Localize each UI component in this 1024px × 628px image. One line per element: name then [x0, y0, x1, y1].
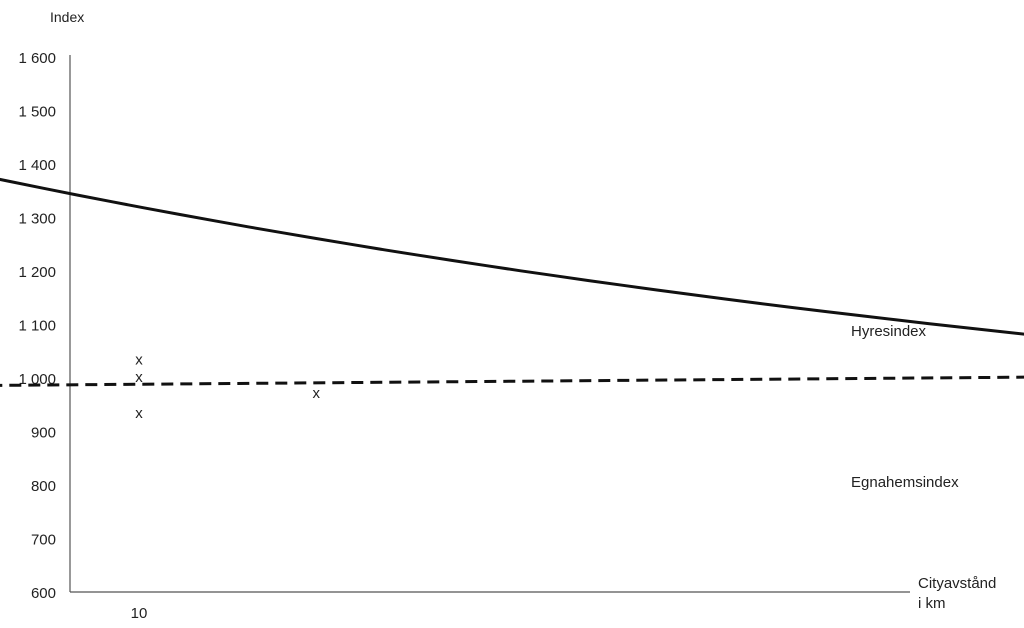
y-tick-label: 1 500 [18, 104, 56, 121]
y-tick-label: 800 [31, 478, 56, 495]
y-tick-label: 1 000 [18, 371, 56, 388]
x-axis-label-line1: Cityavstånd [918, 575, 996, 592]
hyresindex-label: Hyresindex [851, 323, 927, 340]
y-tick-label: 700 [31, 532, 56, 549]
y-axis-label: Index [50, 9, 84, 25]
hyresindex-line [0, 375, 1024, 387]
scatter-point-x-marker: x [135, 405, 143, 422]
y-tick-label: 900 [31, 425, 56, 442]
y-tick-label: 600 [31, 585, 56, 602]
y-tick-label: 1 200 [18, 264, 56, 281]
x-tick-label: 10 [131, 605, 148, 622]
y-tick-label: 1 100 [18, 318, 56, 335]
y-tick-label: 1 400 [18, 157, 56, 174]
y-tick-label: 1 600 [18, 50, 56, 67]
egnahemsindex-label: Egnahemsindex [851, 474, 959, 491]
scatter-point-x-marker: x [312, 385, 320, 402]
egnahemsindex-line [0, 177, 1024, 336]
x-axis-label-line2: i km [918, 595, 946, 612]
y-tick-label: 1 300 [18, 211, 56, 228]
scatter-point-x-marker: x [135, 369, 143, 386]
scatter-point-x-marker: x [135, 351, 143, 368]
